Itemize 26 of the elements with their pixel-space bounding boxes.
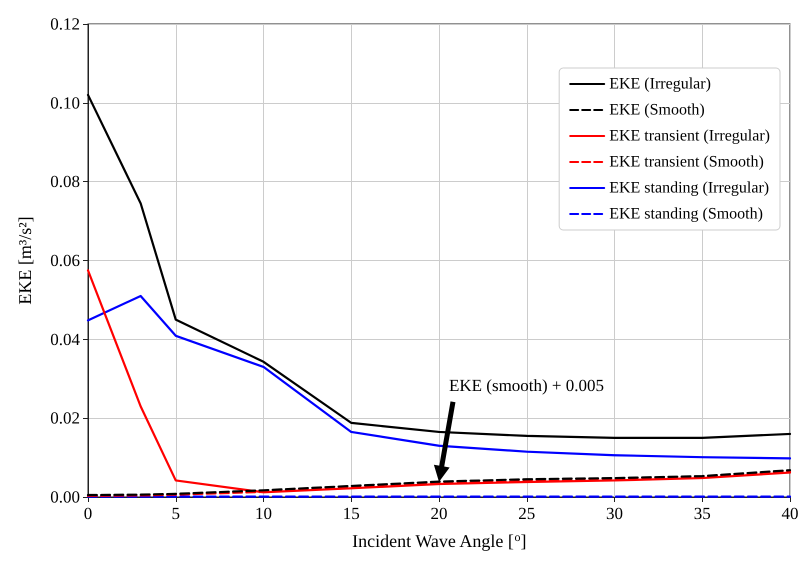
y-tick-label: 0.04 bbox=[50, 330, 80, 349]
legend-label: EKE transient (Irregular) bbox=[609, 128, 770, 144]
legend-label: EKE standing (Irregular) bbox=[609, 180, 770, 196]
x-tick-label: 25 bbox=[518, 504, 536, 523]
annotation: EKE (smooth) + 0.005 bbox=[449, 376, 604, 395]
line-series bbox=[86, 94, 792, 439]
x-tick-label: 15 bbox=[342, 504, 360, 523]
x-tick-label: 5 bbox=[172, 504, 180, 523]
y-tick-label: 0.10 bbox=[50, 93, 80, 112]
x-tick-label: 20 bbox=[430, 504, 448, 523]
legend-label: EKE (Irregular) bbox=[609, 76, 711, 92]
legend-label: EKE standing (Smooth) bbox=[609, 206, 763, 222]
y-axis-title: EKE [m³/s²] bbox=[15, 216, 35, 305]
x-tick-label: 35 bbox=[694, 504, 711, 523]
y-tick-label: 0.08 bbox=[50, 172, 80, 192]
legend-label: EKE transient (Smooth) bbox=[609, 154, 764, 170]
line-series bbox=[86, 294, 792, 460]
legend-label: EKE (Smooth) bbox=[609, 102, 705, 118]
y-tick-label: 0.06 bbox=[50, 251, 80, 270]
x-tick-label: 0 bbox=[84, 504, 92, 523]
y-tick-label: 0.12 bbox=[50, 14, 80, 34]
y-tick-label: 0.00 bbox=[50, 488, 80, 506]
y-tick-label: 0.02 bbox=[50, 408, 80, 428]
x-tick-label: 30 bbox=[606, 504, 623, 523]
x-tick-label: 40 bbox=[782, 504, 798, 523]
x-tick-label: 10 bbox=[255, 504, 272, 523]
